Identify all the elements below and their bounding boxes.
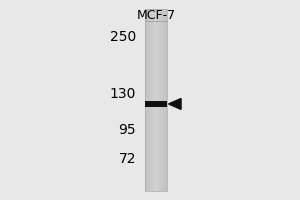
- Bar: [149, 9, 150, 191]
- Bar: [164, 9, 165, 191]
- Bar: [148, 9, 149, 191]
- Bar: [166, 9, 167, 191]
- Bar: [146, 9, 147, 191]
- Bar: [160, 9, 161, 191]
- Text: 130: 130: [110, 87, 136, 101]
- Bar: [145, 9, 146, 191]
- Text: 72: 72: [118, 152, 136, 166]
- Bar: [165, 9, 166, 191]
- Bar: [163, 9, 164, 191]
- Bar: [158, 9, 159, 191]
- Bar: [147, 9, 148, 191]
- Text: MCF-7: MCF-7: [136, 9, 176, 22]
- Bar: [157, 9, 158, 191]
- Bar: [162, 9, 163, 191]
- Text: 95: 95: [118, 123, 136, 137]
- Bar: [160, 9, 161, 191]
- Bar: [145, 9, 167, 191]
- Polygon shape: [169, 99, 181, 109]
- Bar: [159, 9, 160, 191]
- Bar: [145, 101, 167, 107]
- Bar: [156, 9, 157, 191]
- Bar: [153, 9, 154, 191]
- Bar: [151, 9, 152, 191]
- Bar: [155, 9, 156, 191]
- Bar: [154, 9, 155, 191]
- Bar: [161, 9, 162, 191]
- Bar: [150, 9, 151, 191]
- Bar: [152, 9, 153, 191]
- Text: 250: 250: [110, 30, 136, 44]
